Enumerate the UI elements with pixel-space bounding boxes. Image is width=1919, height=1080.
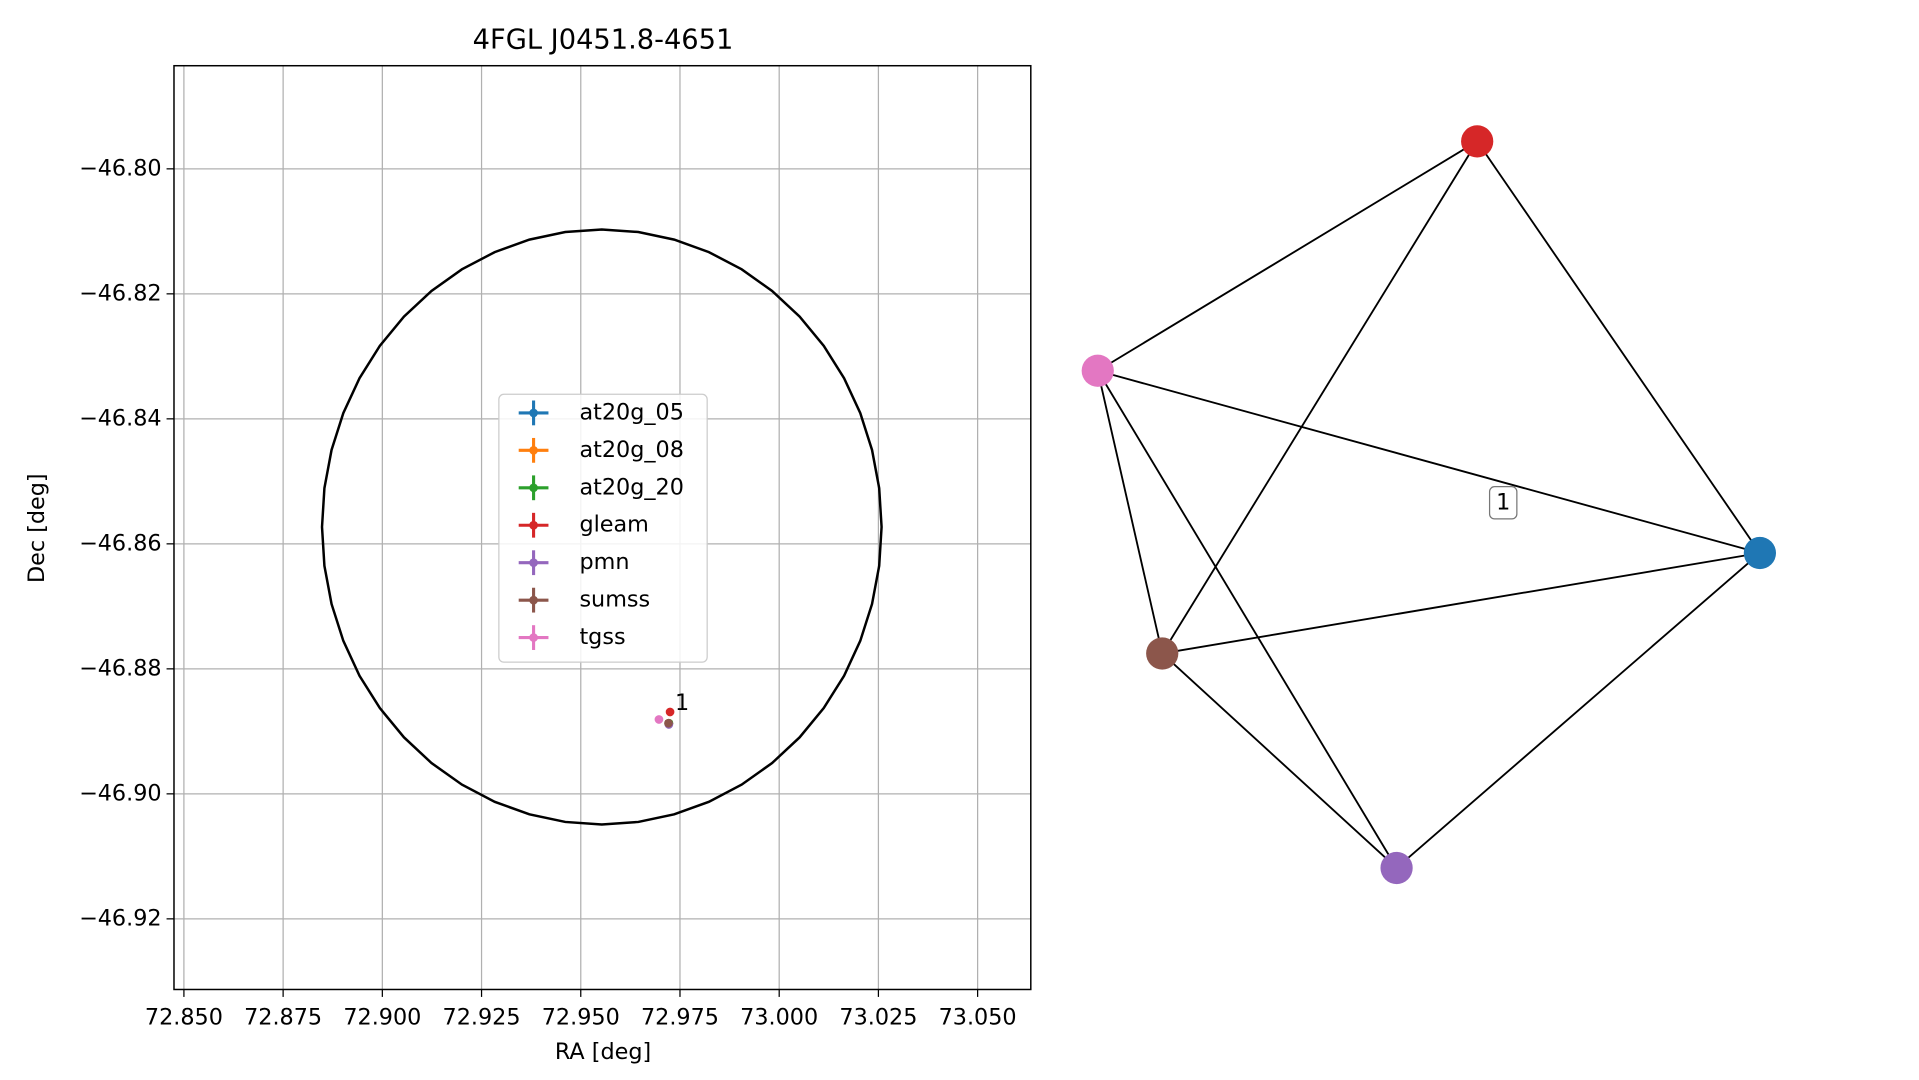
graph-node [1081,354,1114,387]
y-tick-label: −46.86 [79,530,162,556]
y-tick-label: −46.84 [79,405,162,431]
error-ellipse [320,228,883,826]
graph-node [1461,125,1494,158]
y-tick-label: −46.92 [79,905,162,931]
legend-label: at20g_08 [579,437,683,463]
legend-marker [529,558,538,568]
graph-edge [1476,140,1761,554]
data-point [654,715,664,724]
graph-edge [1161,652,1398,869]
legend-marker [529,408,538,418]
graph-node [1380,851,1413,885]
y-axis-label: Dec [deg] [24,473,50,583]
graph-node [1146,637,1179,670]
x-axis-label: RA [deg] [555,1039,651,1065]
graph-edge [1395,552,1761,869]
graph-edge [1096,370,1164,654]
graph-node [1743,536,1777,570]
legend-label: at20g_20 [579,474,683,500]
legend-label: sumss [579,587,650,613]
legend-marker [529,595,538,605]
x-tick-label: 72.975 [641,1005,719,1031]
data-point [665,707,675,717]
legend-label: tgss [579,624,625,650]
legend-marker [529,446,538,455]
legend-label: pmn [579,549,629,575]
x-tick-label: 72.950 [542,1005,620,1031]
legend-marker [529,483,538,493]
legend-box [498,393,708,663]
graph-edge [1162,552,1761,655]
edge-label-box [1488,486,1518,520]
graph-edge [1161,140,1478,654]
legend-marker [529,633,538,642]
legend-marker [529,520,538,530]
x-tick-label: 73.000 [740,1005,818,1031]
y-tick-label: −46.90 [79,780,162,806]
data-point [664,718,673,728]
y-tick-label: −46.82 [79,280,162,306]
x-tick-label: 73.025 [839,1005,917,1031]
y-tick-label: −46.88 [79,655,162,681]
edge-label: 1 [1496,489,1510,515]
x-tick-label: 72.925 [443,1005,521,1031]
legend-label: at20g_05 [579,399,683,425]
annotation: 1 [675,690,689,716]
graph-edge [1096,370,1398,869]
x-tick-label: 72.875 [244,1005,322,1031]
graph-edge [1097,369,1761,554]
legend-label: gleam [579,512,648,538]
chart-title: 4FGL J0451.8-4651 [473,24,734,55]
graph-edge [1097,140,1478,372]
plot-frame [173,64,1032,991]
y-tick-label: −46.80 [79,155,162,181]
x-tick-label: 73.050 [939,1005,1017,1031]
x-tick-label: 72.900 [343,1005,421,1031]
x-tick-label: 72.850 [145,1005,223,1031]
